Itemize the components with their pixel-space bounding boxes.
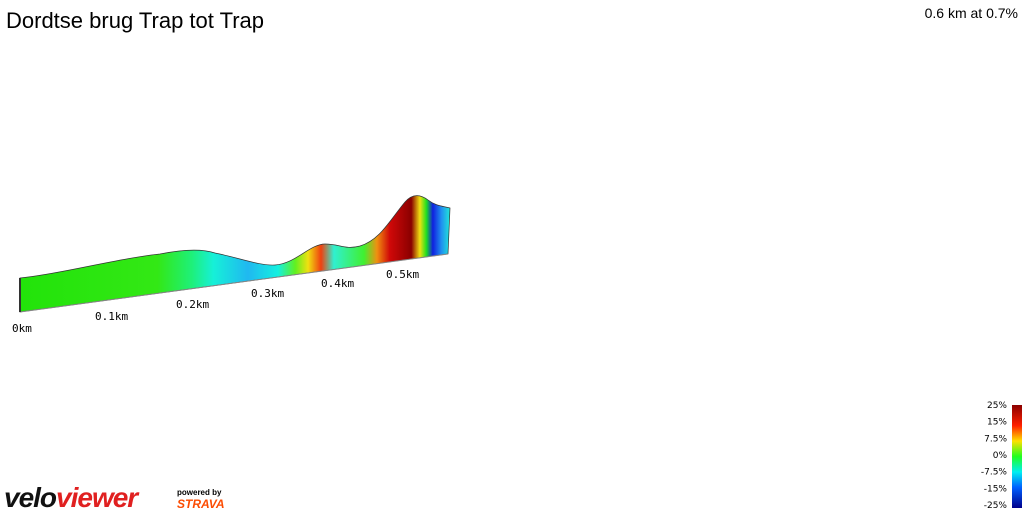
distance-label: 0.5km [386,268,419,281]
legend-label: 15% [987,418,1007,428]
logo: veloviewer [4,482,140,512]
profile-base [19,253,449,313]
legend-label: 0% [993,451,1008,461]
strava-logo: STRAVA [177,497,225,511]
legend-label: 25% [987,401,1007,411]
distance-label: 0.2km [176,298,209,311]
legend-label: -15% [984,484,1008,494]
summary: 0.6 km at 0.7% [925,5,1018,21]
legend-label: 7.5% [984,434,1007,444]
title: Dordtse brug Trap tot Trap [6,8,264,33]
legend-bar [1012,405,1022,508]
powered-by: powered by [177,488,222,497]
logo-viewer: viewer [56,482,140,512]
distance-label: 0km [12,322,32,335]
distance-label: 0.3km [251,287,284,300]
legend: 25% 15% 7.5% 0% -7.5% -15% -25% [981,401,1008,511]
elevation-profile [19,195,451,313]
legend-label: -25% [984,501,1008,511]
distance-label: 0.4km [321,277,354,290]
distance-label: 0.1km [95,310,128,323]
legend-label: -7.5% [981,468,1008,478]
logo-velo: velo [4,482,57,512]
distance-axis: 0km 0.1km 0.2km 0.3km 0.4km 0.5km [12,268,419,335]
